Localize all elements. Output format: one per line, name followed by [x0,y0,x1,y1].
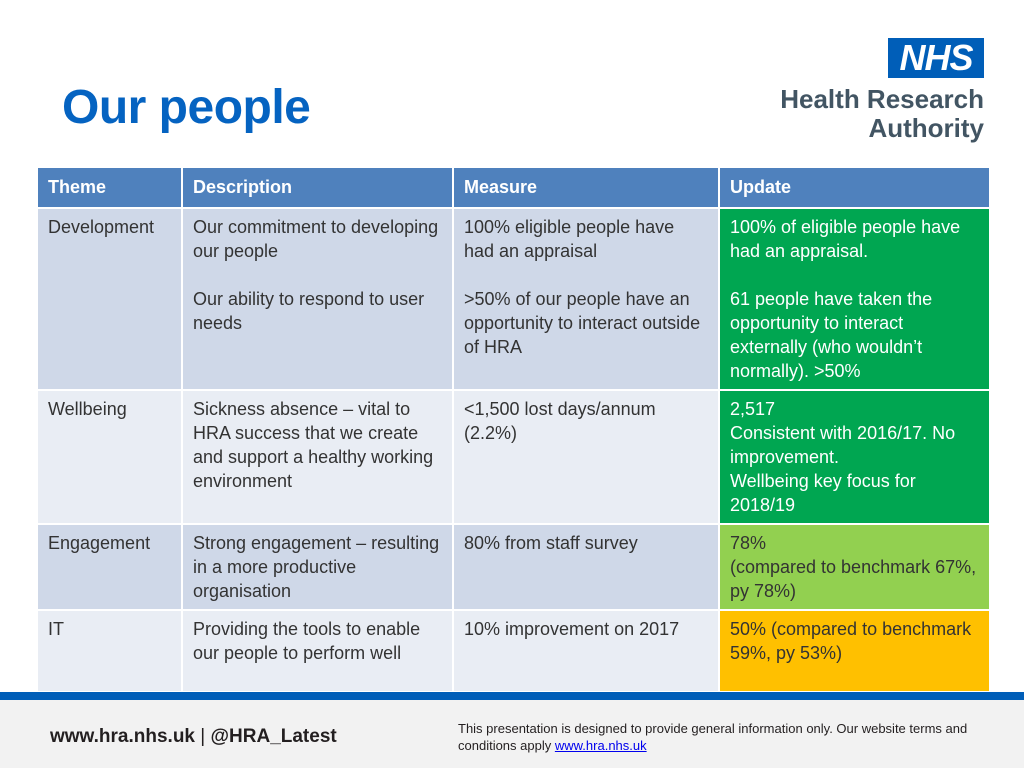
cell-update-status: 78% (compared to benchmark 67%, py 78%) [720,525,989,609]
nhs-hra-logo: NHS Health Research Authority [774,38,984,148]
table-row: Wellbeing Sickness absence – vital to HR… [38,391,989,523]
description-text: Providing the tools to enable our people… [193,619,421,663]
cell-update-status: 100% of eligible people have had an appr… [720,209,989,389]
website-link[interactable]: www.hra.nhs.uk [50,726,195,747]
logo-line-2: Authority [868,113,984,143]
footer-contact: www.hra.nhs.uk | @HRA_Latest [50,726,337,748]
update-text: 50% (compared to benchmark 59%, py 53%) [730,619,972,663]
header-update: Update [720,168,989,207]
update-text: (compared to benchmark 67%, py 78%) [730,557,977,601]
disclaimer-text: This presentation is designed to provide… [458,721,968,753]
measure-text: <1,500 lost days/annum (2.2%) [464,399,656,443]
measure-text: 10% improvement on 2017 [464,619,680,639]
footer-disclaimer: This presentation is designed to provide… [458,720,998,754]
update-text: 100% of eligible people have had an appr… [730,217,961,261]
update-text: 61 people have taken the opportunity to … [730,289,933,381]
cell-measure: 80% from staff survey [454,525,718,609]
table-row: Engagement Strong engagement – resulting… [38,525,989,609]
terms-link[interactable]: www.hra.nhs.uk [554,738,647,753]
cell-measure: 100% eligible people have had an apprais… [454,209,718,389]
header-theme: Theme [38,168,181,207]
description-text: Our commitment to developing our people [193,217,439,261]
table-row: IT Providing the tools to enable our peo… [38,611,989,691]
cell-theme: Engagement [38,525,181,609]
description-text: Our ability to respond to user needs [193,289,425,333]
cell-measure: <1,500 lost days/annum (2.2%) [454,391,718,523]
cell-measure: 10% improvement on 2017 [454,611,718,691]
slide-title: Our people [62,81,311,134]
footer-separator: | [200,726,206,747]
cell-description: Providing the tools to enable our people… [183,611,452,691]
nhs-logo-box: NHS [888,38,984,78]
table-row: Development Our commitment to developing… [38,209,989,389]
update-text: 78% [730,533,767,553]
cell-update-status: 50% (compared to benchmark 59%, py 53%) [720,611,989,691]
logo-line-1: Health Research [780,84,984,114]
footer: www.hra.nhs.uk | @HRA_Latest This presen… [0,700,1024,768]
measure-text: 100% eligible people have had an apprais… [464,217,675,261]
description-text: Strong engagement – resulting in a more … [193,533,440,601]
update-text: 2,517 [730,399,776,419]
cell-theme: Development [38,209,181,389]
twitter-handle[interactable]: @HRA_Latest [210,726,337,747]
table-header-row: Theme Description Measure Update [38,168,989,207]
cell-theme: IT [38,611,181,691]
description-text: Sickness absence – vital to HRA success … [193,399,434,491]
cell-theme: Wellbeing [38,391,181,523]
update-text: Wellbeing key focus for 2018/19 [730,471,916,515]
cell-description: Our commitment to developing our people … [183,209,452,389]
header-description: Description [183,168,452,207]
people-table: Theme Description Measure Update Develop… [36,166,991,693]
update-text: Consistent with 2016/17. No improvement. [730,423,956,467]
cell-description: Strong engagement – resulting in a more … [183,525,452,609]
cell-description: Sickness absence – vital to HRA success … [183,391,452,523]
footer-divider-band [0,692,1024,700]
cell-update-status: 2,517 Consistent with 2016/17. No improv… [720,391,989,523]
measure-text: >50% of our people have an opportunity t… [464,289,701,357]
header-measure: Measure [454,168,718,207]
measure-text: 80% from staff survey [464,533,638,553]
